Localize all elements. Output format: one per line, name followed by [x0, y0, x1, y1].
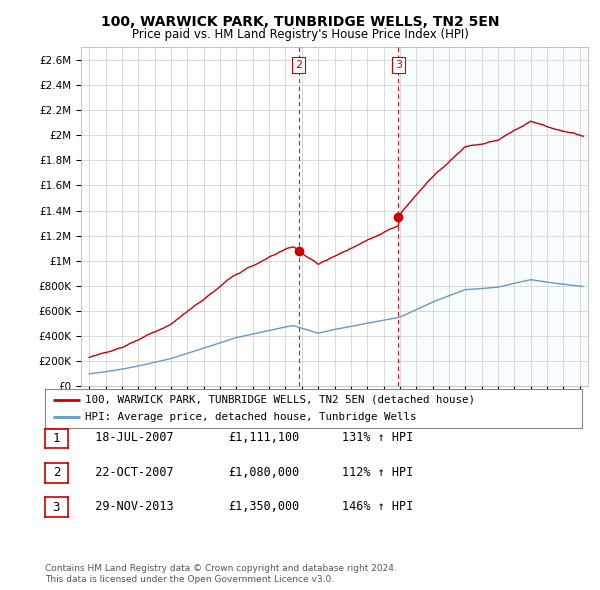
Text: £1,080,000: £1,080,000 — [228, 466, 299, 478]
Text: 18-JUL-2007: 18-JUL-2007 — [81, 431, 173, 444]
Text: 1: 1 — [53, 432, 60, 445]
Text: 100, WARWICK PARK, TUNBRIDGE WELLS, TN2 5EN: 100, WARWICK PARK, TUNBRIDGE WELLS, TN2 … — [101, 15, 499, 29]
Text: Price paid vs. HM Land Registry's House Price Index (HPI): Price paid vs. HM Land Registry's House … — [131, 28, 469, 41]
Bar — [398, 47, 588, 386]
Text: 22-OCT-2007: 22-OCT-2007 — [81, 466, 173, 478]
Text: 146% ↑ HPI: 146% ↑ HPI — [342, 500, 413, 513]
Text: Contains HM Land Registry data © Crown copyright and database right 2024.: Contains HM Land Registry data © Crown c… — [45, 565, 397, 573]
Text: 2: 2 — [53, 466, 60, 480]
Text: HPI: Average price, detached house, Tunbridge Wells: HPI: Average price, detached house, Tunb… — [85, 412, 417, 422]
Text: 29-NOV-2013: 29-NOV-2013 — [81, 500, 173, 513]
Text: This data is licensed under the Open Government Licence v3.0.: This data is licensed under the Open Gov… — [45, 575, 334, 584]
Text: 2: 2 — [295, 60, 302, 70]
Text: 100, WARWICK PARK, TUNBRIDGE WELLS, TN2 5EN (detached house): 100, WARWICK PARK, TUNBRIDGE WELLS, TN2 … — [85, 395, 475, 405]
Text: £1,350,000: £1,350,000 — [228, 500, 299, 513]
Text: 112% ↑ HPI: 112% ↑ HPI — [342, 466, 413, 478]
Text: 3: 3 — [53, 500, 60, 514]
Text: 131% ↑ HPI: 131% ↑ HPI — [342, 431, 413, 444]
Text: £1,111,100: £1,111,100 — [228, 431, 299, 444]
Text: 3: 3 — [395, 60, 402, 70]
